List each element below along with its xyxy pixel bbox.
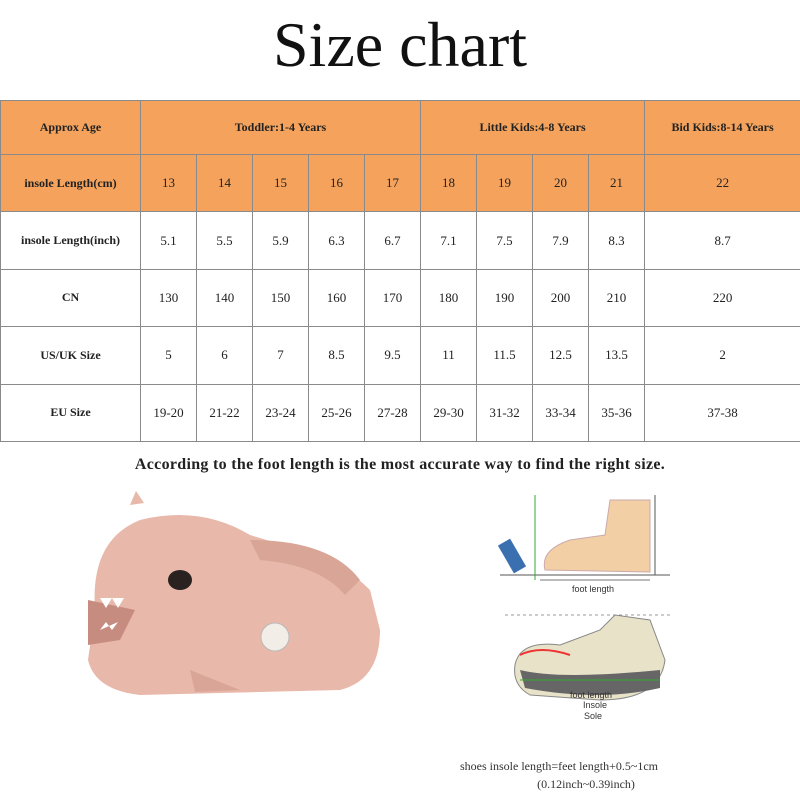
table-cell: 14 [196, 154, 253, 213]
table-cell: 220 [644, 268, 800, 328]
table-cell: 5.5 [196, 211, 253, 270]
shoe-image [88, 491, 380, 695]
table-cell: 160 [308, 268, 365, 328]
table-cell: 13.5 [588, 326, 646, 385]
table-cell: 150 [252, 268, 309, 328]
table-cell: 8.7 [644, 211, 800, 270]
table-cell: 180 [420, 268, 478, 328]
table-cell: 9.5 [363, 326, 422, 385]
table-cell: 15 [252, 154, 309, 213]
table-cell: 6.7 [363, 211, 422, 270]
formula: shoes insole length=feet length+0.5~1cm [460, 759, 659, 773]
table-cell: 12.5 [532, 326, 590, 385]
note: According to the foot length is the most… [134, 456, 666, 473]
table-cell: Bid Kids:8-14 Years [644, 99, 800, 156]
diagram-label: Sole [584, 711, 602, 721]
table-cell: 7.1 [420, 211, 478, 270]
table-cell: insole Length(cm) [0, 154, 141, 213]
table-cell: 5.1 [140, 211, 197, 270]
table-cell: 11 [420, 326, 478, 385]
table-cell: Little Kids:4-8 Years [420, 99, 646, 156]
table-cell: 17 [363, 154, 422, 213]
shoe-section-diagram [514, 614, 666, 701]
table-cell: 190 [476, 268, 534, 328]
table-row: EU Size 19-20 21-22 23-24 25-26 27-28 29-30 31-… [0, 383, 800, 443]
table-cell: 210 [588, 268, 646, 328]
table-cell: 6 [196, 326, 253, 385]
table-row: insole Length(cm) 13 14 15 16 17 18 19 20 21 22 [0, 154, 800, 213]
table-cell: 130 [140, 268, 197, 328]
formula: (0.12inch~0.39inch) [537, 777, 635, 791]
table-cell: 16 [308, 154, 365, 213]
table-cell: 21-22 [196, 383, 253, 443]
table-cell: 7 [252, 326, 309, 385]
table-cell: 8.3 [588, 211, 646, 270]
table-cell: Toddler:1-4 Years [139, 99, 422, 156]
table-row: US/UK Size 5 6 7 8.5 9.5 11 11.5 12.5 13.5 2 [0, 326, 800, 385]
table-cell: 31-32 [476, 383, 534, 443]
table-cell: 37-38 [644, 383, 800, 443]
table-cell: 7.5 [476, 211, 534, 270]
table-cell: 27-28 [363, 383, 422, 443]
table-cell: CN [0, 268, 141, 328]
table-cell: 18 [420, 154, 478, 213]
table-row: CN 130 140 150 160 170 180 190 200 210 220 [0, 268, 800, 328]
table-cell: 11.5 [476, 326, 534, 385]
table-cell: Approx Age [0, 99, 141, 156]
table-cell: 33-34 [532, 383, 590, 443]
foot-diagram [497, 495, 670, 581]
diagram-label: foot length [570, 690, 612, 700]
table-cell: 6.3 [308, 211, 365, 270]
diagram-label: foot length [572, 584, 614, 594]
table-cell: 29-30 [420, 383, 478, 443]
table-cell: insole Length(inch) [0, 211, 141, 270]
table-cell: 5.9 [252, 211, 309, 270]
table-cell: 19 [476, 154, 534, 213]
table-row: Approx Age Toddler:1-4 Years Little Kids:4… [0, 99, 800, 156]
table-cell: 20 [532, 154, 590, 213]
table-cell: EU Size [0, 383, 141, 443]
table-cell: 35-36 [588, 383, 646, 443]
table-cell: 170 [363, 268, 422, 328]
table-cell: 5 [140, 326, 197, 385]
size-table: Approx Age Toddler:1-4 Years Little Kids:4… [0, 99, 800, 443]
table-row: insole Length(inch) 5.1 5.5 5.9 6.3 6.7 7.1 7.5… [0, 211, 800, 270]
table-cell: 8.5 [308, 326, 365, 385]
table-cell: 13 [140, 154, 197, 213]
table-cell: 140 [196, 268, 253, 328]
diagram-label: Insole [583, 700, 607, 710]
table-cell: 23-24 [252, 383, 309, 443]
table-cell: 21 [588, 154, 646, 213]
illustrations: foot length foot length Insole Sole shoe… [88, 491, 670, 791]
table-cell: 19-20 [140, 383, 197, 443]
table-cell: 7.9 [532, 211, 590, 270]
table-cell: 2 [644, 326, 800, 385]
table-cell: 22 [644, 154, 800, 213]
table-cell: 25-26 [308, 383, 365, 443]
title: Size chart [272, 9, 528, 80]
table-cell: US/UK Size [0, 326, 141, 385]
table-cell: 200 [532, 268, 590, 328]
